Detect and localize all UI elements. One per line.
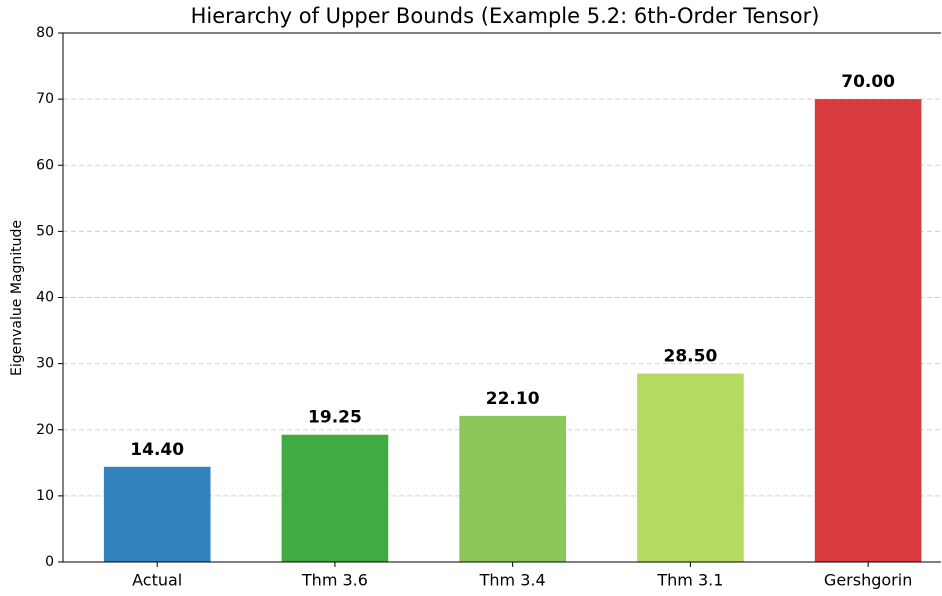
x-tick-label: Thm 3.4 — [479, 571, 546, 590]
chart-title: Hierarchy of Upper Bounds (Example 5.2: … — [191, 4, 820, 28]
y-tick-label: 80 — [36, 25, 54, 41]
x-tick-label: Thm 3.6 — [301, 571, 368, 590]
bar — [814, 99, 922, 562]
y-tick-label: 60 — [36, 157, 54, 173]
x-tick-label: Thm 3.1 — [656, 571, 723, 590]
y-tick-label: 40 — [36, 290, 54, 306]
y-tick-label: 30 — [36, 356, 54, 372]
y-tick-label: 70 — [36, 91, 54, 107]
y-tick-label: 0 — [45, 554, 54, 570]
x-tick-label: Actual — [132, 571, 182, 590]
value-label: 22.10 — [486, 389, 540, 409]
value-label: 19.25 — [308, 408, 362, 428]
x-tick-label: Gershgorin — [824, 571, 912, 590]
bar — [281, 434, 389, 562]
y-axis-label: Eigenvalue Magnitude — [9, 220, 25, 376]
y-tick-label: 20 — [36, 422, 54, 438]
value-label: 28.50 — [664, 347, 718, 367]
bar — [103, 466, 211, 562]
y-tick-label: 50 — [36, 223, 54, 239]
value-label: 14.40 — [130, 440, 184, 460]
bar — [459, 415, 566, 562]
value-label: 70.00 — [841, 72, 895, 92]
bar — [637, 373, 744, 562]
y-tick-label: 10 — [36, 488, 54, 504]
